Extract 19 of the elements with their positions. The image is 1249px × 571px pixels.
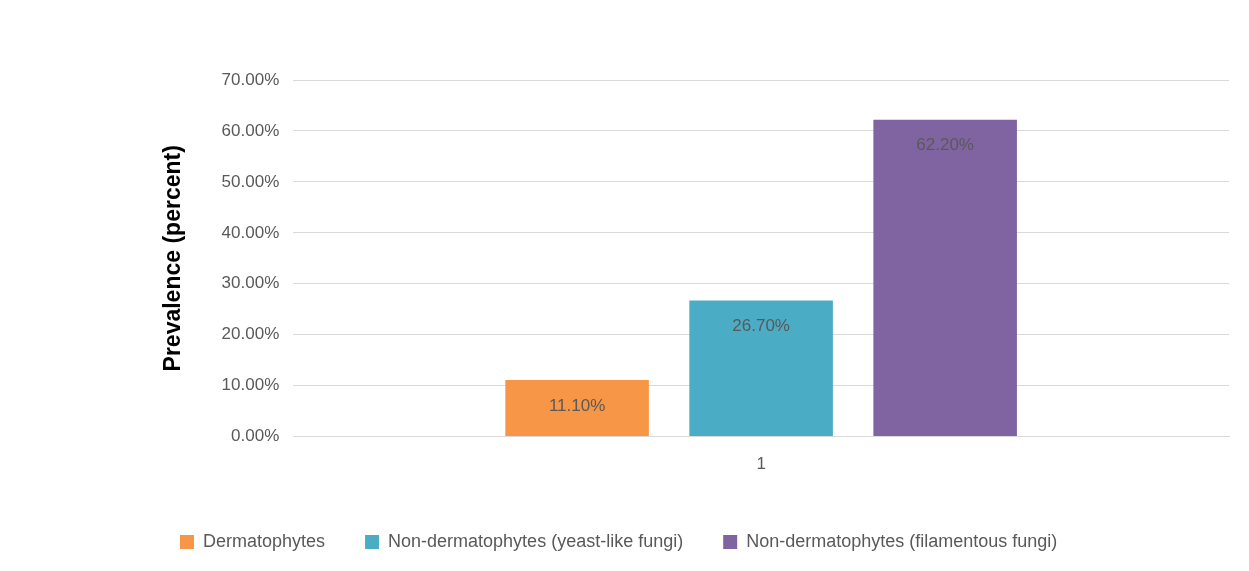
y-tick-label: 0.00% xyxy=(231,426,280,446)
bar xyxy=(689,300,833,437)
y-tick-label: 60.00% xyxy=(221,120,280,140)
y-tick-label: 10.00% xyxy=(221,375,280,395)
x-tick-label: 1 xyxy=(756,454,766,474)
data-label: 11.10% xyxy=(548,395,606,415)
legend-label: Non-dermatophytes (filamentous fungi) xyxy=(746,530,1058,551)
y-tick-label: 40.00% xyxy=(221,222,280,242)
y-tick-label: 70.00% xyxy=(221,69,280,89)
bar xyxy=(873,119,1017,437)
y-tick-label: 20.00% xyxy=(221,324,280,344)
legend-label: Non-dermatophytes (yeast-like fungi) xyxy=(388,530,684,551)
data-label: 26.70% xyxy=(732,316,790,336)
data-label: 62.20% xyxy=(916,135,974,155)
legend-label: Dermatophytes xyxy=(203,530,326,551)
y-tick-label: 30.00% xyxy=(221,273,280,293)
bar xyxy=(505,380,649,437)
y-axis-title: Prevalence (percent) xyxy=(159,145,186,372)
y-tick-label: 50.00% xyxy=(221,171,280,191)
